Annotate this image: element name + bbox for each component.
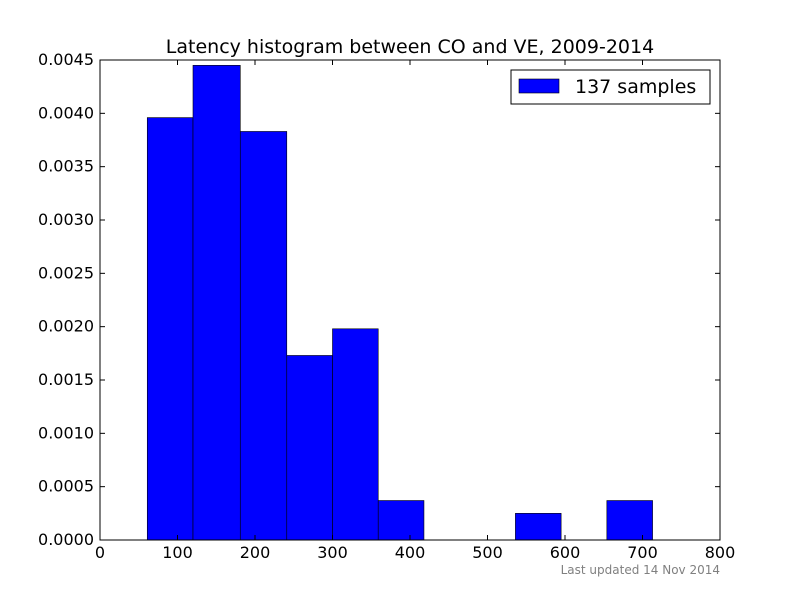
y-axis: 0.0000 0.0005 0.0010 0.0015 0.0020 0.0025 0.00… xyxy=(38,50,720,549)
histogram-bar-2 xyxy=(239,131,288,541)
y-tick-label-7: 0.0035 xyxy=(38,157,94,176)
histogram-bar-10 xyxy=(606,500,653,541)
histogram-bar-1 xyxy=(192,65,241,541)
y-tick-label-2: 0.0010 xyxy=(38,423,94,442)
x-axis: 0 100 200 300 400 500 600 700 800 xyxy=(95,60,735,562)
y-tick-label-4: 0.0020 xyxy=(38,317,94,336)
x-tick-label-5: 500 xyxy=(472,543,503,562)
y-tick-label-0: 0.0000 xyxy=(38,530,94,549)
histogram-bar-4 xyxy=(332,328,379,541)
x-tick-label-8: 800 xyxy=(705,543,736,562)
y-tick-label-1: 0.0005 xyxy=(38,477,94,496)
histogram-bar-0 xyxy=(146,117,194,541)
y-tick-label-6: 0.0030 xyxy=(38,210,94,229)
legend-label: 137 samples xyxy=(575,76,696,98)
legend-swatch xyxy=(518,78,560,94)
y-tick-label-9: 0.0045 xyxy=(38,50,94,69)
x-tick-label-7: 700 xyxy=(627,543,658,562)
x-tick-label-2: 200 xyxy=(240,543,271,562)
bars-group xyxy=(146,65,653,541)
x-tick-label-3: 300 xyxy=(317,543,348,562)
y-tick-label-3: 0.0015 xyxy=(38,370,94,389)
x-tick-label-0: 0 xyxy=(95,543,105,562)
x-tick-label-4: 400 xyxy=(395,543,426,562)
y-tick-label-8: 0.0040 xyxy=(38,103,94,122)
x-tick-label-1: 100 xyxy=(162,543,193,562)
histogram-bar-8 xyxy=(515,513,562,541)
legend: 137 samples xyxy=(510,69,711,105)
histogram-bar-3 xyxy=(286,355,333,541)
x-tick-label-6: 600 xyxy=(550,543,581,562)
chart-title: Latency histogram between CO and VE, 200… xyxy=(166,36,654,58)
y-tick-label-5: 0.0025 xyxy=(38,263,94,282)
histogram-bar-5 xyxy=(377,500,425,541)
last-updated-note: Last updated 14 Nov 2014 xyxy=(561,563,720,577)
